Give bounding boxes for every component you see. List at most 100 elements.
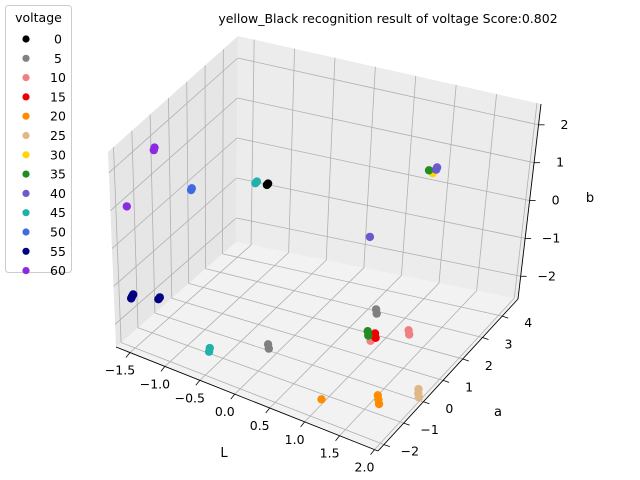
x-tick-label: 1.5 (320, 446, 340, 461)
legend-label-10: 10 (50, 70, 66, 85)
voltage-5-point (264, 344, 273, 353)
y-tick-label: 2 (485, 358, 493, 373)
voltage-60-point (122, 202, 131, 211)
x-grid-line (164, 252, 289, 367)
x-grid-line (438, 84, 457, 284)
legend-label-25: 25 (50, 128, 66, 143)
voltage-45-point (204, 347, 214, 356)
legend-title: voltage (15, 10, 62, 25)
voltage-55-point (154, 295, 163, 304)
y-grid-line (188, 283, 463, 360)
legend-marker-20 (22, 112, 30, 120)
voltage-25-point (414, 393, 424, 402)
legend-label-50: 50 (50, 225, 66, 240)
z-grid-line (237, 97, 535, 164)
x-tick-mark (160, 366, 166, 372)
voltage-20-point (317, 395, 326, 404)
legend-marker-40 (22, 189, 30, 197)
y-tick-label: 3 (505, 337, 513, 352)
voltage-60-point (149, 145, 158, 155)
z-grid-line (110, 97, 238, 211)
x-tick-mark (300, 421, 305, 428)
y-tick-mark (423, 401, 430, 405)
axes-grid (108, 39, 539, 450)
voltage-35-point (364, 331, 373, 340)
z-axis-line (517, 103, 542, 300)
voltage-40-point (432, 165, 441, 174)
voltage-55-point (127, 294, 136, 303)
y-grid-line (113, 147, 122, 343)
z-tick-label: −1 (542, 230, 560, 245)
x-tick-mark (125, 352, 131, 358)
z-tick-label: 1 (556, 155, 564, 170)
voltage-45-point (251, 179, 260, 188)
x-grid-line (288, 48, 295, 253)
z-grid-line (236, 217, 521, 277)
x-grid-line (363, 66, 376, 268)
plot-points (122, 143, 442, 409)
z-grid-line (114, 217, 237, 325)
x-tick-label: 0.0 (215, 404, 235, 419)
legend-label-45: 45 (50, 205, 66, 220)
x-grid-line (325, 57, 336, 261)
y-tick-mark (383, 444, 391, 447)
legend-marker-5 (22, 54, 30, 62)
legend-label-35: 35 (50, 167, 66, 182)
y-grid-line (222, 49, 224, 254)
x-grid-line (401, 75, 417, 276)
x-grid-line (199, 259, 327, 381)
legend-marker-15 (22, 93, 30, 101)
x-grid-line (476, 93, 497, 291)
x-tick-label: 1.0 (285, 432, 305, 447)
y-axis-line (377, 298, 519, 452)
x-tick-label: 2.0 (355, 460, 375, 475)
legend-marker-60 (22, 267, 30, 275)
y-tick-mark (502, 315, 509, 319)
x-grid-line (129, 244, 252, 353)
legend-label-30: 30 (50, 147, 66, 162)
y-grid-line (154, 312, 424, 403)
x-tick-mark (230, 393, 236, 400)
y-grid-line (168, 98, 173, 299)
x-grid-line (304, 282, 440, 423)
x-tick-label: −0.5 (175, 390, 205, 405)
y-axis-title: a (494, 405, 502, 420)
x-tick-label: −1.5 (105, 363, 135, 378)
z-grid-line (237, 57, 539, 126)
y-tick-mark (462, 358, 469, 362)
x-tick-mark (370, 449, 375, 455)
voltage-5-point (372, 309, 381, 318)
legend-marker-35 (22, 170, 30, 178)
voltage-35-point (424, 166, 434, 175)
x-tick-label: −1.0 (140, 376, 170, 391)
voltage-20-point (374, 399, 384, 409)
axes-lines (115, 103, 542, 452)
legend-label-0: 0 (54, 32, 62, 47)
y-grid-line (171, 297, 444, 381)
y-tick-label: 4 (524, 315, 532, 330)
z-tick-label: 2 (561, 117, 569, 132)
legend-marker-50 (22, 228, 30, 236)
y-grid-line (120, 342, 385, 445)
z-tick-label: 0 (552, 193, 560, 208)
x-grid-line (234, 267, 365, 395)
x-grid-line (339, 290, 477, 437)
axes-panes (108, 36, 541, 451)
legend-label-20: 20 (50, 109, 66, 124)
x-grid-line (250, 39, 255, 246)
z-grid-line (113, 177, 237, 287)
legend-marker-45 (22, 209, 30, 217)
z-tick-label: −2 (537, 268, 555, 283)
legend-marker-10 (22, 74, 30, 82)
x-axis-line (115, 346, 379, 452)
voltage-50-point (186, 185, 196, 195)
legend-frame (5, 5, 72, 273)
voltage-40-point (365, 232, 375, 242)
legend-label-5: 5 (54, 51, 62, 66)
y-grid-line (204, 65, 206, 269)
z-grid-line (108, 57, 239, 174)
x-grid-line (269, 275, 402, 409)
x-tick-label: 0.5 (250, 418, 270, 433)
y-tick-mark (403, 422, 410, 426)
